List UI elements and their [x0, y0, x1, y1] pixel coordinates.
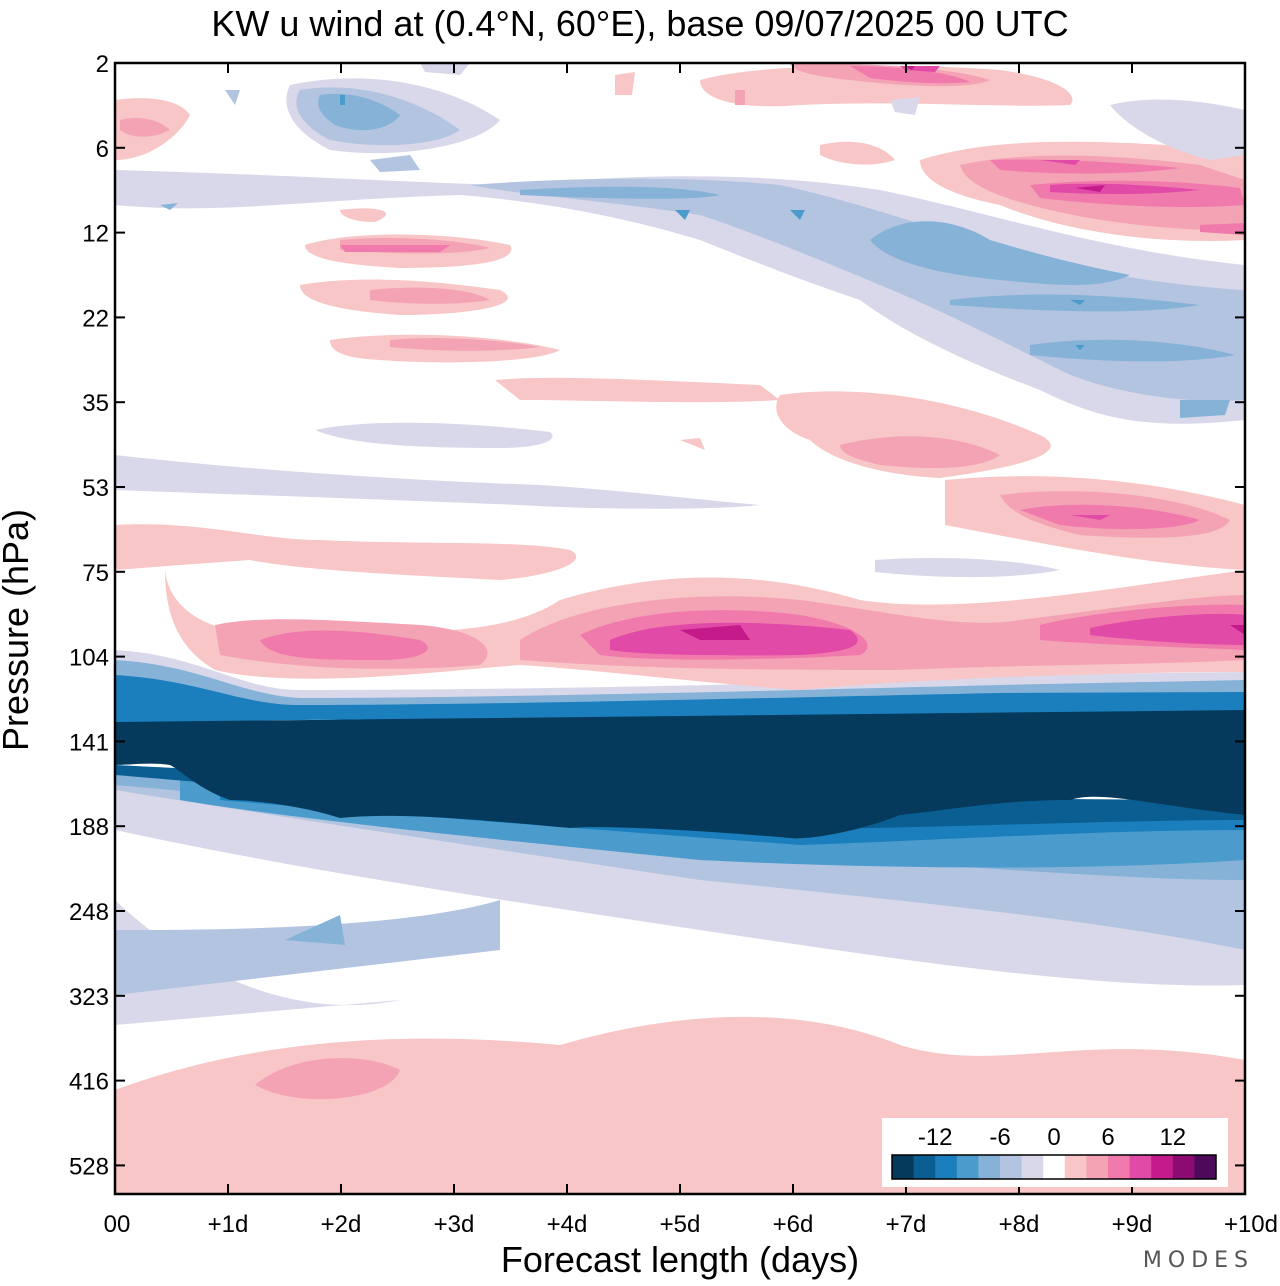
y-tick-label-248: 248: [69, 899, 109, 926]
colorbar-swatch-11: [1129, 1155, 1152, 1179]
colorbar: -12 -6 0 6 12: [882, 1118, 1228, 1187]
colorbar-label-0: 0: [1047, 1124, 1060, 1151]
colorbar-label-6: 6: [1101, 1124, 1114, 1151]
colorbar-label-12: 12: [1159, 1124, 1186, 1151]
contour-fields: [115, 63, 1245, 1194]
colorbar-swatch-8: [1064, 1155, 1087, 1179]
brand-logo: MODES: [1142, 1248, 1254, 1273]
contour-region-8: [115, 696, 1245, 839]
colorbar-label--12: -12: [918, 1124, 953, 1151]
x-tick-label-5: +5d: [660, 1211, 701, 1238]
contour-region-28: [225, 87, 1245, 401]
colorbar-swatch-14: [1194, 1155, 1217, 1179]
y-tick-label-53: 53: [82, 475, 109, 502]
y-tick-label-416: 416: [69, 1069, 109, 1096]
contour-region-1: [255, 1058, 400, 1100]
y-tick-label-75: 75: [82, 560, 109, 587]
contour-region-20: [1070, 515, 1110, 520]
y-tick-label-35: 35: [82, 390, 109, 417]
y-tick-label-141: 141: [69, 729, 109, 756]
colorbar-swatch-3: [956, 1155, 979, 1179]
y-axis-label: Pressure (hPa): [0, 508, 36, 752]
contour-region-17: [115, 377, 1245, 580]
contour-region-15: [610, 613, 1245, 656]
colorbar-label--6: -6: [989, 1124, 1010, 1151]
chart-title: KW u wind at (0.4°N, 60°E), base 09/07/2…: [211, 3, 1069, 44]
colorbar-frame: [891, 1154, 1217, 1180]
y-tick-label-528: 528: [69, 1153, 109, 1180]
x-tick-label-8: +8d: [999, 1211, 1040, 1238]
x-tick-label-4: +4d: [547, 1211, 588, 1238]
y-tick-label-104: 104: [69, 645, 109, 672]
y-tick-label-323: 323: [69, 984, 109, 1011]
contour-region-27: [115, 63, 1245, 424]
x-tick-label-3: +3d: [434, 1211, 475, 1238]
x-tick-label-2: +2d: [321, 1211, 362, 1238]
x-tick-label-10: +10d: [1224, 1211, 1278, 1238]
y-axis: 2 6 12 22 35 53 75 104 141 188 248 323 416 528: [69, 51, 1245, 1180]
colorbar-swatch-1: [913, 1155, 936, 1179]
colorbar-swatch-5: [1000, 1155, 1023, 1179]
colorbar-swatch-2: [935, 1155, 958, 1179]
x-tick-label-7: +7d: [886, 1211, 927, 1238]
colorbar-swatch-12: [1151, 1155, 1174, 1179]
contour-region-19: [1020, 504, 1200, 530]
y-tick-label-2: 2: [96, 51, 109, 78]
colorbar-swatch-7: [1043, 1155, 1066, 1179]
colorbar-swatch-4: [978, 1155, 1001, 1179]
y-tick-label-22: 22: [82, 305, 109, 332]
x-tick-label-0: 00: [104, 1211, 131, 1238]
x-tick-label-9: +9d: [1112, 1211, 1153, 1238]
contour-region-21: [115, 422, 1060, 578]
colorbar-swatch-10: [1108, 1155, 1131, 1179]
contour-region-11: [115, 675, 1245, 722]
y-tick-label-188: 188: [69, 814, 109, 841]
x-tick-label-1: +1d: [208, 1211, 249, 1238]
x-axis-label: Forecast length (days): [500, 1239, 860, 1280]
colorbar-swatch-0: [892, 1155, 915, 1179]
colorbar-swatch-6: [1021, 1155, 1044, 1179]
x-axis: 00 +1d +2d +3d +4d +5d +6d +7d +8d +9d +10d: [104, 63, 1278, 1238]
x-tick-label-6: +6d: [773, 1211, 814, 1238]
contour-region-16: [680, 625, 1245, 640]
y-tick-label-12: 12: [82, 221, 109, 248]
y-tick-label-6: 6: [96, 136, 109, 163]
contour-region-29: [160, 93, 1235, 419]
colorbar-swatch-13: [1172, 1155, 1195, 1179]
colorbar-swatch-9: [1086, 1155, 1109, 1179]
